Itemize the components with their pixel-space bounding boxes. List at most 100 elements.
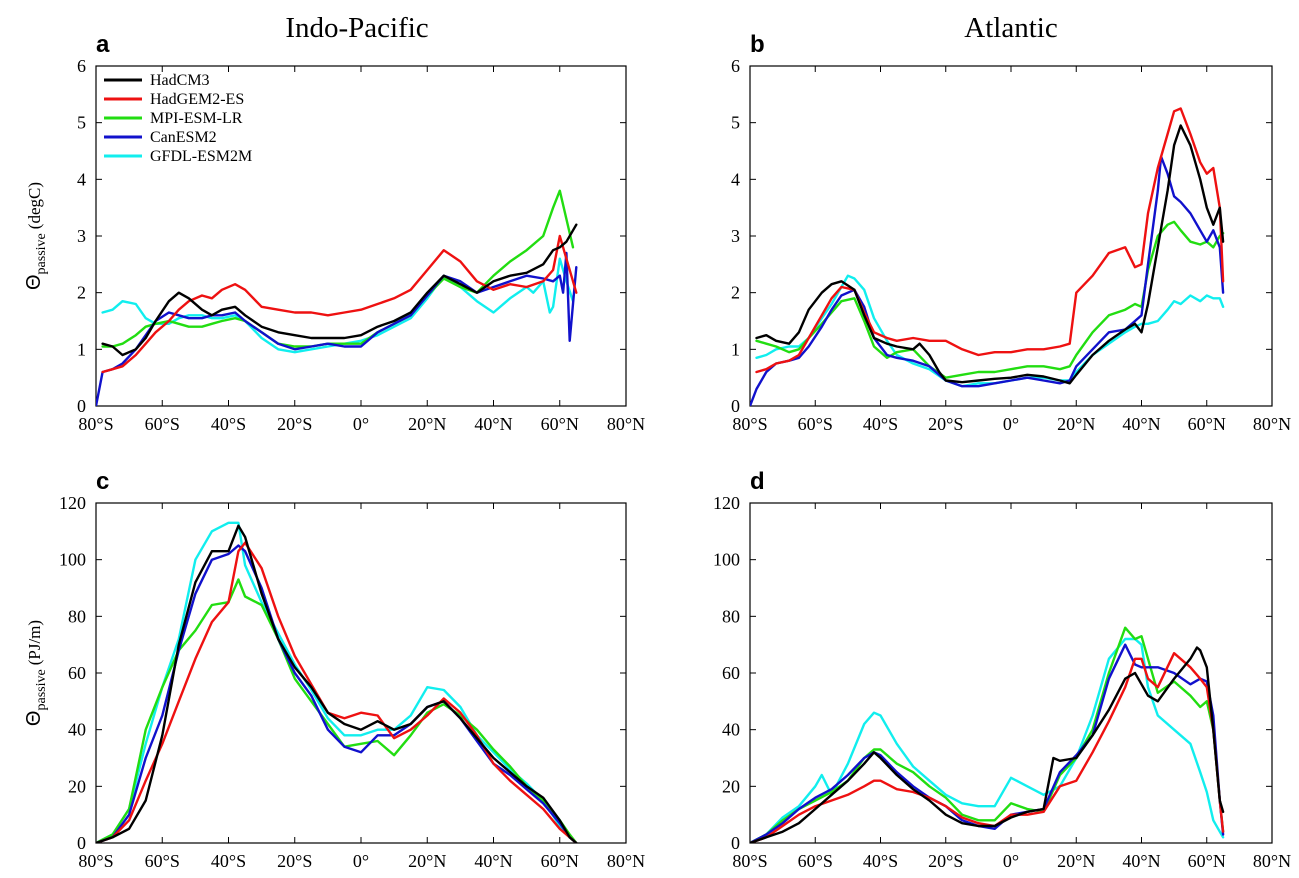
y-axis-label-unit: (PJ/m) xyxy=(25,620,44,665)
series-line-canesm2 xyxy=(750,155,1225,406)
y-axis-label: Θpassive (degC) xyxy=(23,182,49,290)
y-tick-label: 40 xyxy=(68,720,86,740)
y-tick-label: 100 xyxy=(713,550,740,570)
column-title-atlantic: Atlantic xyxy=(964,12,1057,44)
x-tick-label: 60°N xyxy=(541,851,579,871)
x-tick-label: 40°N xyxy=(1122,851,1160,871)
x-tick-label: 60°S xyxy=(145,851,180,871)
series-line-hadcm3 xyxy=(101,223,578,357)
legend-entry-label: HadCM3 xyxy=(150,72,210,89)
x-tick-label: 60°S xyxy=(798,414,833,434)
series-line-mpi-esm-lr xyxy=(96,578,578,843)
y-tick-label: 60 xyxy=(722,663,740,683)
y-tick-label: 3 xyxy=(731,226,740,246)
panel-letter: c xyxy=(96,468,109,495)
x-tick-label: 20°S xyxy=(277,414,312,434)
x-tick-label: 20°S xyxy=(928,414,963,434)
y-tick-label: 6 xyxy=(731,56,740,76)
x-tick-label: 40°S xyxy=(211,851,246,871)
x-tick-label: 60°N xyxy=(541,414,579,434)
y-axis-label: Θpassive (PJ/m) xyxy=(23,620,49,726)
legend-entry-label: CanESM2 xyxy=(150,129,217,146)
x-tick-label: 0° xyxy=(1003,851,1019,871)
column-title-indo-pacific: Indo-Pacific xyxy=(285,12,428,44)
series-line-hadgem2-es xyxy=(96,541,578,843)
y-axis-label-symbol: Θ xyxy=(23,711,45,727)
x-tick-label: 0° xyxy=(1003,414,1019,434)
y-tick-label: 100 xyxy=(59,550,86,570)
legend: HadCM3 HadGEM2-ES MPI-ESM-LR CanESM2 GFDL-ES… xyxy=(104,72,252,165)
y-axis-label-subscript: passive xyxy=(34,669,49,710)
y-tick-label: 20 xyxy=(722,776,740,796)
panel-c: c 80°S 60°S 40°S 20°S 0° 20°N 40°N 60°N 80°N 0 20 40… xyxy=(23,468,645,871)
y-tick-label: 5 xyxy=(77,113,86,133)
x-tick-label: 80°N xyxy=(1253,851,1291,871)
series-line-hadgem2-es xyxy=(101,234,578,374)
y-tick-label: 80 xyxy=(68,606,86,626)
y-axis-label-subscript: passive xyxy=(34,233,49,274)
x-tick-label: 40°N xyxy=(1122,414,1160,434)
panel-letter: d xyxy=(750,468,765,495)
x-tick-label: 60°N xyxy=(1188,414,1226,434)
x-tick-label: 40°S xyxy=(863,851,898,871)
x-tick-label: 80°N xyxy=(1253,414,1291,434)
series-line-mpi-esm-lr xyxy=(101,189,575,348)
y-tick-label: 3 xyxy=(77,226,86,246)
y-tick-label: 0 xyxy=(731,833,740,853)
x-tick-label: 60°S xyxy=(798,851,833,871)
x-tick-label: 0° xyxy=(353,851,369,871)
x-tick-label: 80°N xyxy=(607,851,645,871)
x-tick-label: 20°S xyxy=(277,851,312,871)
y-tick-label: 2 xyxy=(77,283,86,303)
plot-frame xyxy=(749,65,1273,407)
y-tick-label: 4 xyxy=(77,169,86,189)
y-tick-label: 40 xyxy=(722,720,740,740)
y-tick-label: 0 xyxy=(731,396,740,416)
x-tick-label: 40°N xyxy=(474,414,512,434)
legend-entry-label: MPI-ESM-LR xyxy=(150,110,243,127)
legend-entry-label: HadGEM2-ES xyxy=(150,91,244,108)
y-tick-label: 0 xyxy=(77,396,86,416)
y-tick-label: 1 xyxy=(77,339,86,359)
y-tick-label: 4 xyxy=(731,169,740,189)
x-tick-label: 80°S xyxy=(78,851,113,871)
y-tick-label: 120 xyxy=(713,493,740,513)
x-tick-label: 40°S xyxy=(863,414,898,434)
panel-d: d 80°S 60°S 40°S 20°S 0° 20°N 40°N 60°N 80°N 0 20 40… xyxy=(713,468,1291,871)
y-tick-label: 5 xyxy=(731,113,740,133)
panel-letter: b xyxy=(750,31,765,58)
series-line-canesm2 xyxy=(96,251,578,406)
series-line-hadgem2-es xyxy=(750,652,1225,843)
x-tick-label: 40°S xyxy=(211,414,246,434)
y-tick-label: 2 xyxy=(731,283,740,303)
y-tick-label: 6 xyxy=(77,56,86,76)
y-tick-label: 80 xyxy=(722,606,740,626)
panel-a: a 80°S 60°S 40°S 20°S 0° 20°N 40°N 60°N 80°N 0 1 2 3 4… xyxy=(23,31,645,434)
x-tick-label: 20°N xyxy=(1057,414,1095,434)
x-tick-label: 80°S xyxy=(78,414,113,434)
x-tick-label: 80°S xyxy=(732,851,767,871)
x-tick-label: 80°S xyxy=(732,414,767,434)
series-line-hadcm3 xyxy=(96,524,578,843)
y-axis-label-symbol: Θ xyxy=(23,274,45,290)
series-line-hadgem2-es xyxy=(755,107,1225,374)
y-tick-label: 60 xyxy=(68,663,86,683)
series-line-hadcm3 xyxy=(750,646,1225,843)
y-tick-label: 20 xyxy=(68,776,86,796)
series-line-mpi-esm-lr xyxy=(755,220,1225,379)
series-line-gfdl-esm2m xyxy=(755,274,1225,388)
series-line-mpi-esm-lr xyxy=(750,626,1225,843)
x-tick-label: 80°N xyxy=(607,414,645,434)
y-tick-label: 1 xyxy=(731,339,740,359)
x-tick-label: 0° xyxy=(353,414,369,434)
x-tick-label: 20°N xyxy=(408,414,446,434)
x-tick-label: 40°N xyxy=(474,851,512,871)
series-line-hadcm3 xyxy=(755,124,1225,385)
x-tick-label: 20°N xyxy=(408,851,446,871)
x-tick-label: 20°N xyxy=(1057,851,1095,871)
y-tick-label: 0 xyxy=(77,833,86,853)
y-axis-label-unit: (degC) xyxy=(25,182,44,229)
plot-frame xyxy=(95,502,627,844)
panel-b: b 80°S 60°S 40°S 20°S 0° 20°N 40°N 60°N 80°N 0 1 2 3 4… xyxy=(731,31,1291,434)
